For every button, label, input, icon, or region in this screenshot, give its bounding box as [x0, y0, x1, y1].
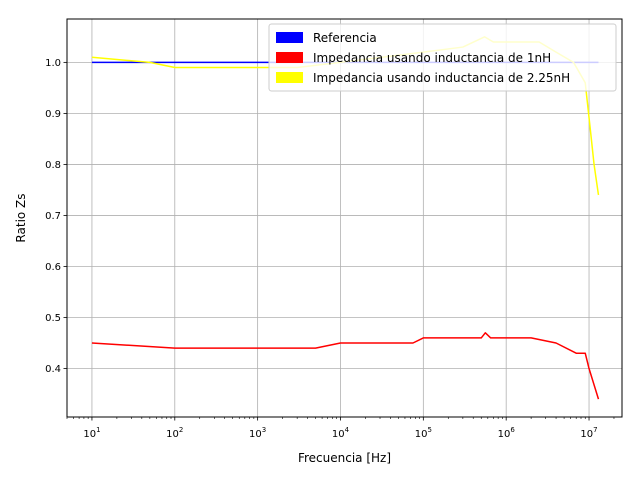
y-tick-label: 0.6 — [45, 262, 61, 273]
x-tick-label: 103 — [249, 426, 266, 440]
y-tick-label: 0.8 — [45, 160, 61, 171]
x-tick-label: 101 — [83, 426, 100, 440]
x-tick-label: 106 — [498, 426, 516, 440]
y-axis-label: Ratio Zs — [14, 193, 28, 242]
legend-swatch — [276, 32, 303, 43]
x-tick-label: 105 — [415, 426, 432, 440]
x-tick-label: 104 — [332, 426, 350, 440]
legend: Referencia Impedancia usando inductancia … — [268, 23, 617, 92]
x-tick-label: 102 — [166, 426, 183, 440]
x-tick-label: 107 — [580, 426, 597, 440]
y-tick-label: 0.5 — [45, 313, 61, 324]
y-tick-label: 1.0 — [45, 58, 61, 69]
legend-box — [268, 23, 617, 92]
x-axis: 101 102 103 104 105 106 107 — [66, 417, 615, 440]
x-axis-label: Frecuencia [Hz] — [298, 451, 391, 465]
legend-label: Impedancia usando inductancia de 1nH — [313, 51, 551, 65]
legend-label: Referencia — [313, 31, 377, 45]
y-tick-label: 0.4 — [45, 364, 61, 375]
y-tick-label: 0.9 — [45, 109, 61, 120]
legend-label: Impedancia usando inductancia de 2.25nH — [313, 71, 570, 85]
plot-area-frame — [66, 18, 623, 418]
y-axis: 0.4 0.5 0.6 0.7 0.8 0.9 1.0 — [45, 58, 67, 375]
legend-swatch — [276, 52, 303, 63]
y-tick-label: 0.7 — [45, 211, 61, 222]
legend-swatch — [276, 72, 303, 83]
series-line-2 — [91, 332, 600, 400]
